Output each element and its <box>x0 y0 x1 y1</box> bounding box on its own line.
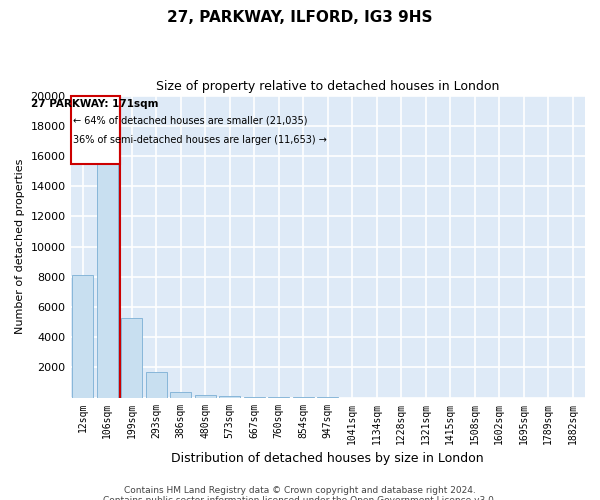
Bar <box>244 397 265 398</box>
Bar <box>195 396 215 398</box>
Bar <box>146 372 167 398</box>
Bar <box>170 392 191 398</box>
Bar <box>71 96 119 164</box>
X-axis label: Distribution of detached houses by size in London: Distribution of detached houses by size … <box>172 452 484 465</box>
Text: Contains public sector information licensed under the Open Government Licence v3: Contains public sector information licen… <box>103 496 497 500</box>
Y-axis label: Number of detached properties: Number of detached properties <box>15 159 25 334</box>
Text: ← 64% of detached houses are smaller (21,035): ← 64% of detached houses are smaller (21… <box>73 115 307 125</box>
Title: Size of property relative to detached houses in London: Size of property relative to detached ho… <box>156 80 499 93</box>
Bar <box>220 396 240 398</box>
Text: 27 PARKWAY: 171sqm: 27 PARKWAY: 171sqm <box>31 98 159 108</box>
Text: 36% of semi-detached houses are larger (11,653) →: 36% of semi-detached houses are larger (… <box>73 135 327 145</box>
Bar <box>97 148 118 398</box>
Bar <box>73 276 93 398</box>
Text: Contains HM Land Registry data © Crown copyright and database right 2024.: Contains HM Land Registry data © Crown c… <box>124 486 476 495</box>
Bar <box>121 318 142 398</box>
Text: 27, PARKWAY, ILFORD, IG3 9HS: 27, PARKWAY, ILFORD, IG3 9HS <box>167 10 433 25</box>
